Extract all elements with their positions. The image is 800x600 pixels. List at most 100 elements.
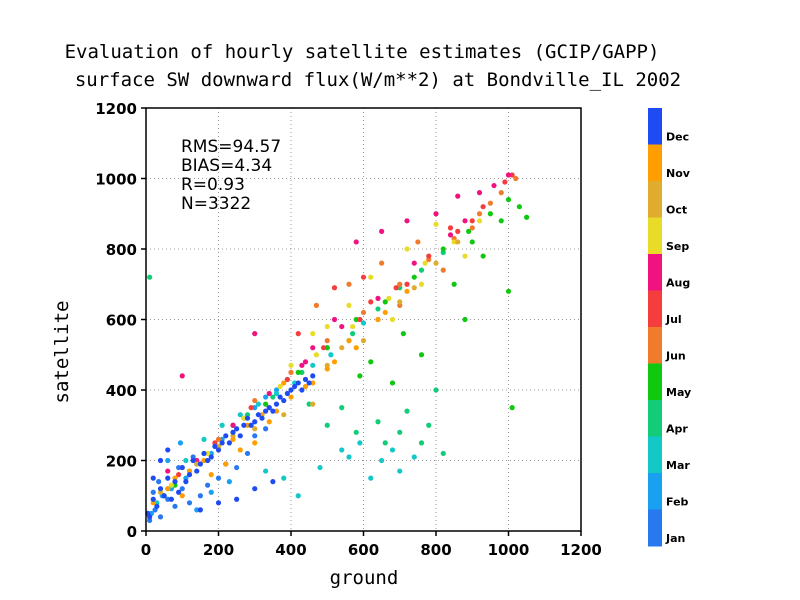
data-point [469,225,475,231]
data-point [480,204,486,210]
data-point [263,408,269,414]
data-point [462,218,468,224]
data-point [397,468,403,474]
data-point [509,405,515,411]
data-point [299,387,305,393]
data-point [281,380,287,386]
color-bar-swatch [648,509,662,547]
data-point [281,475,287,481]
data-point [382,309,388,316]
data-point [411,274,417,280]
data-point [205,482,211,488]
data-point [277,383,283,390]
data-point [252,419,258,425]
data-point [165,468,171,474]
data-point [422,260,428,266]
data-point [313,302,319,308]
data-point [201,436,207,442]
y-tick-label: 800 [106,241,137,259]
data-point [328,352,334,358]
data-point [415,239,421,245]
data-point [418,267,425,273]
y-tick-label: 200 [106,453,137,471]
color-bar-swatch [648,290,662,328]
color-bar-label: Feb [666,496,689,509]
data-point [237,412,243,418]
data-point [331,316,338,323]
data-point [418,352,425,358]
data-point [310,345,316,351]
data-point [353,239,359,245]
data-point [462,253,468,259]
data-point [502,179,508,185]
color-bar-swatch [648,436,662,474]
data-point [357,316,363,323]
data-point [357,440,363,446]
data-point [241,422,247,428]
data-point [237,447,243,453]
data-point [197,507,203,513]
data-point [368,475,374,481]
data-point [389,380,396,386]
data-point [179,486,185,492]
data-point [215,500,222,506]
data-point [284,390,290,397]
x-axis-ticks: 0 200 400 600 800 1000 1200 [141,531,602,559]
color-bar-swatch [648,363,662,401]
data-point [360,309,367,316]
data-point [498,218,504,224]
data-point [447,225,454,231]
data-point [368,359,374,365]
data-point [455,239,461,245]
x-tick-label: 1200 [560,541,602,559]
data-point [324,422,330,428]
data-point [505,288,512,294]
data-point [487,200,493,206]
data-point [165,447,171,453]
data-point [379,260,385,266]
data-points [145,172,530,524]
data-point [295,380,301,386]
data-point [505,197,512,203]
data-point [451,281,457,287]
data-point [277,394,283,400]
stats-box: RMS=94.57 BIAS=4.34 R=0.93 N=3322 [181,137,281,214]
data-point [226,440,232,446]
data-point [252,440,258,446]
data-point [447,232,454,238]
data-point [252,331,258,337]
data-point [208,489,214,495]
data-point [241,415,247,421]
data-point [455,193,461,199]
stat-rms: RMS=94.57 [181,137,281,157]
data-point [176,472,182,478]
data-point [310,373,316,379]
data-point [339,323,345,330]
data-point [201,457,207,464]
data-point [509,172,515,178]
data-point [186,500,193,506]
data-point [288,394,294,400]
data-point [480,253,486,259]
data-point [324,345,330,351]
data-point [299,369,305,375]
data-point [273,390,280,397]
data-point [270,408,276,414]
data-point [165,457,171,464]
data-point [179,373,185,379]
data-point [397,429,403,435]
data-point [302,376,309,383]
data-point [194,468,200,474]
data-point [234,464,240,471]
data-point [404,218,410,224]
data-point [302,359,309,365]
data-point [244,415,251,421]
color-bar-label: Aug [666,277,690,290]
data-point [176,464,182,471]
data-point [197,461,203,467]
data-point [147,274,153,280]
data-point [223,433,229,439]
data-point [310,401,316,407]
data-point [205,457,211,464]
